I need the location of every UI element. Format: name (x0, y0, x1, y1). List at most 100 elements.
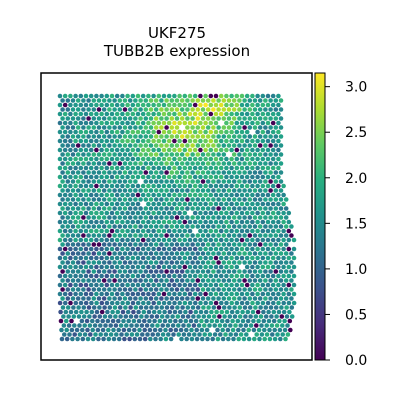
expression-spot (229, 211, 234, 216)
expression-spot (148, 337, 153, 342)
expression-spot (115, 229, 120, 234)
expression-spot (205, 337, 210, 342)
expression-spot (245, 193, 250, 198)
expression-spot (71, 296, 76, 301)
expression-spot (237, 188, 242, 193)
expression-spot (136, 310, 141, 315)
expression-spot (235, 265, 240, 270)
expression-spot (255, 292, 260, 297)
expression-spot (209, 274, 214, 279)
expression-spot (235, 292, 240, 297)
expression-spot (102, 287, 107, 292)
expression-spot (222, 179, 227, 184)
expression-spot (186, 314, 191, 319)
expression-spot (216, 242, 221, 247)
expression-spot (125, 247, 130, 252)
expression-spot (201, 287, 206, 292)
expression-spot (79, 292, 84, 297)
expression-spot (180, 296, 185, 301)
expression-spot (86, 107, 91, 112)
expression-spot (198, 265, 203, 270)
expression-spot (188, 301, 193, 306)
expression-spot (190, 242, 195, 247)
expression-spot (236, 328, 241, 333)
expression-spot (66, 224, 71, 229)
expression-spot (120, 121, 125, 126)
expression-spot (281, 184, 286, 189)
expression-spot (281, 238, 286, 243)
expression-spot (216, 161, 221, 166)
expression-spot (190, 215, 195, 220)
expression-spot (261, 256, 266, 261)
expression-spot (206, 170, 211, 175)
expression-spot (149, 215, 154, 220)
expression-spot (216, 251, 221, 256)
expression-spot (154, 170, 159, 175)
expression-spot (120, 157, 125, 162)
expression-spot (107, 125, 112, 130)
expression-spot (177, 157, 182, 162)
expression-spot (219, 175, 224, 180)
expression-spot (209, 121, 214, 126)
expression-spot (110, 193, 115, 198)
expression-spot (115, 283, 120, 288)
expression-spot (222, 98, 227, 103)
expression-spot (76, 179, 81, 184)
expression-spot (86, 197, 91, 202)
expression-spot (120, 130, 125, 135)
expression-spot (125, 256, 130, 261)
expression-spot (164, 170, 169, 175)
expression-spot (159, 287, 164, 292)
expression-spot (284, 251, 289, 256)
expression-spot (266, 283, 271, 288)
expression-spot (63, 166, 68, 171)
expression-spot (281, 292, 286, 297)
expression-spot (81, 206, 86, 211)
expression-spot (167, 283, 172, 288)
expression-spot (128, 215, 133, 220)
expression-spot (235, 256, 240, 261)
expression-spot (250, 265, 255, 270)
expression-spot (193, 283, 198, 288)
expression-spot (216, 143, 221, 148)
expression-spot (253, 242, 258, 247)
expression-spot (248, 134, 253, 139)
expression-spot (266, 130, 271, 135)
expression-spot (240, 238, 245, 243)
expression-spot (133, 188, 138, 193)
expression-spot (206, 269, 211, 274)
expression-spot (283, 328, 288, 333)
expression-spot (105, 283, 110, 288)
expression-spot (255, 238, 260, 243)
expression-spot (94, 193, 99, 198)
expression-spot (289, 287, 294, 292)
expression-spot (274, 179, 279, 184)
expression-spot (209, 184, 214, 189)
expression-spot (177, 202, 182, 207)
expression-spot (81, 125, 86, 130)
expression-spot (222, 233, 227, 238)
expression-spot (79, 220, 84, 225)
expression-spot (146, 166, 151, 171)
expression-spot (261, 103, 266, 108)
expression-spot (250, 166, 255, 171)
expression-spot (266, 148, 271, 153)
expression-spot (175, 296, 180, 301)
expression-spot (248, 224, 253, 229)
expression-spot (76, 287, 81, 292)
expression-spot (219, 238, 224, 243)
expression-spot (249, 323, 254, 328)
expression-spot (84, 310, 89, 315)
expression-spot (167, 202, 172, 207)
expression-spot (266, 94, 271, 99)
expression-spot (250, 283, 255, 288)
expression-spot (86, 287, 91, 292)
expression-spot (190, 287, 195, 292)
expression-spot (70, 328, 75, 333)
expression-spot (222, 305, 227, 310)
expression-spot (138, 269, 143, 274)
expression-spot (151, 238, 156, 243)
expression-spot (214, 112, 219, 117)
expression-spot (261, 292, 266, 297)
expression-spot (240, 274, 245, 279)
